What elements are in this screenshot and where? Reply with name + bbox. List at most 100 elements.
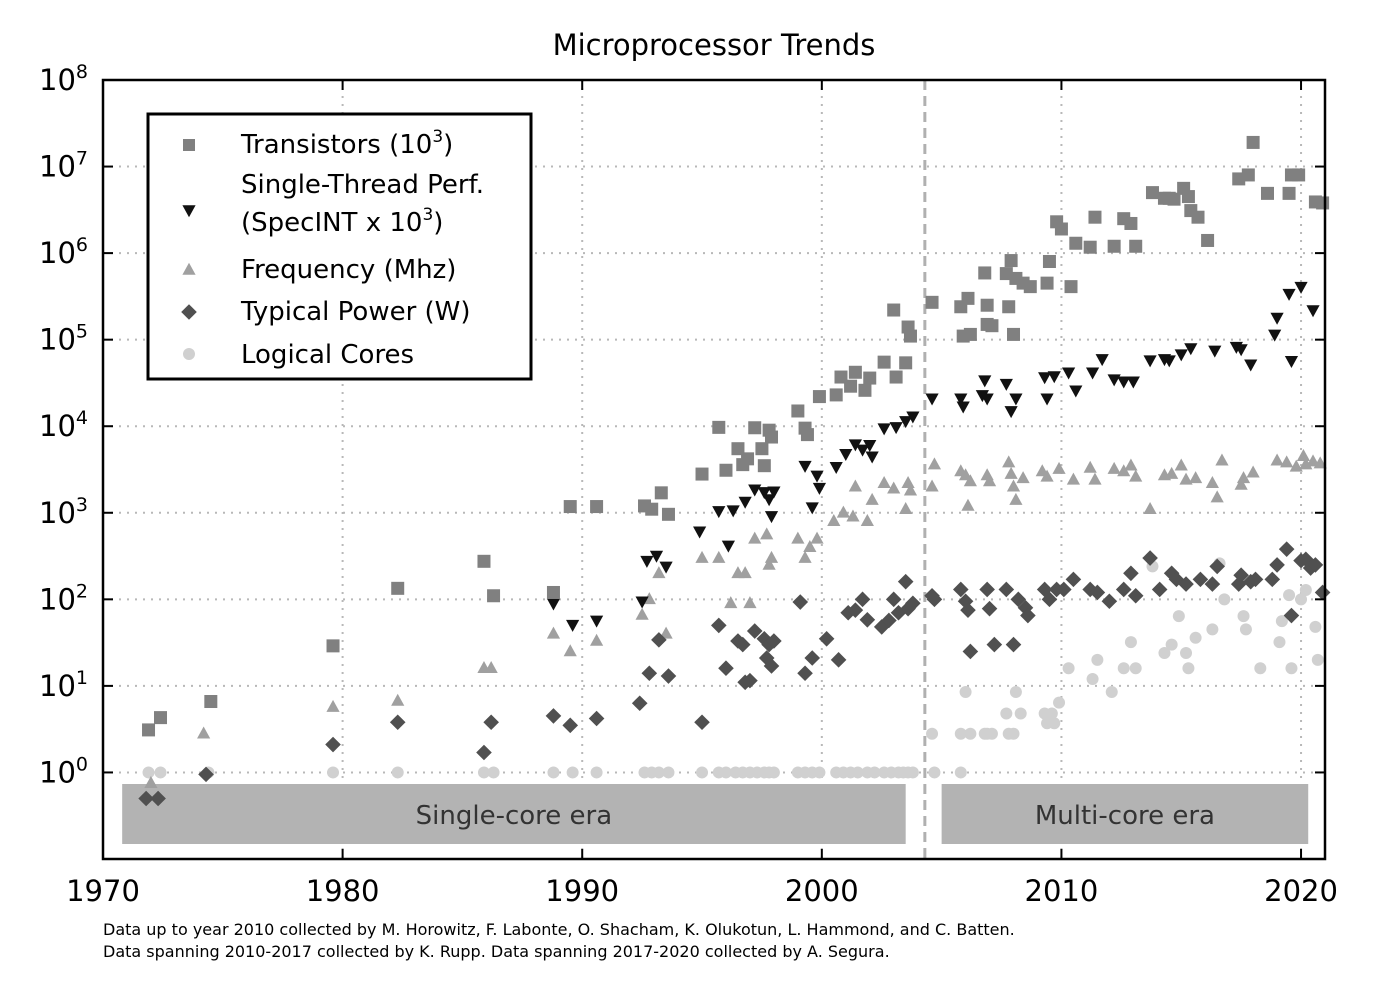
point (743, 596, 757, 609)
point (645, 502, 659, 516)
point (1268, 329, 1282, 342)
point (1273, 636, 1286, 649)
point (757, 487, 771, 500)
point (1201, 233, 1215, 247)
point (980, 298, 994, 312)
point (757, 459, 771, 473)
point (1126, 376, 1140, 389)
point (985, 319, 999, 333)
point (1007, 727, 1020, 740)
point (1278, 541, 1295, 557)
point (1107, 239, 1121, 253)
point (1247, 571, 1264, 588)
point (1091, 653, 1104, 666)
point (659, 626, 673, 639)
legend-marker-power (181, 304, 197, 320)
point (1062, 367, 1076, 380)
point (545, 708, 562, 724)
point (477, 554, 491, 568)
point (963, 474, 977, 487)
point (546, 598, 561, 611)
y-axis-ticks: 100 101 102 103 104 105 106 107 108 (39, 61, 1325, 789)
point (1002, 300, 1016, 314)
point (1295, 593, 1308, 606)
point (859, 612, 876, 628)
point (1167, 192, 1181, 206)
legend-marker-cores (183, 348, 195, 360)
legend-label-power: Typical Power (W) (240, 297, 471, 327)
point (746, 623, 763, 639)
point (881, 612, 897, 629)
series-2 (144, 449, 1327, 789)
point (827, 513, 841, 526)
point (694, 714, 710, 731)
y-tick-label: 106 (39, 234, 88, 270)
point (905, 595, 921, 612)
point (854, 591, 871, 608)
point (546, 585, 560, 599)
point (326, 639, 340, 653)
point (695, 467, 709, 481)
point (1143, 355, 1157, 368)
point (1237, 610, 1250, 623)
point (640, 555, 654, 568)
point (810, 531, 824, 544)
legend-marker-single-thread (182, 205, 196, 218)
point (766, 633, 782, 649)
point (1023, 280, 1037, 294)
point (962, 643, 979, 660)
point (1309, 620, 1322, 633)
point (926, 727, 939, 740)
legend-marker-frequency (182, 262, 196, 275)
point (483, 714, 499, 731)
point (791, 404, 805, 418)
point (1299, 584, 1312, 597)
point (631, 695, 648, 712)
point (1004, 466, 1018, 479)
point (863, 371, 877, 385)
point (767, 486, 781, 499)
point (1016, 471, 1030, 484)
point (1205, 475, 1219, 488)
point (1313, 456, 1327, 469)
point (204, 695, 218, 709)
point (487, 766, 500, 779)
point (1005, 636, 1022, 653)
point (1053, 696, 1066, 709)
point (1002, 455, 1016, 468)
point (956, 401, 970, 414)
point (1088, 210, 1102, 224)
y-tick-label: 108 (39, 61, 88, 97)
era-label-1: Multi-core era (1035, 801, 1215, 831)
point (760, 527, 774, 540)
point (731, 442, 745, 456)
point (848, 479, 862, 492)
point (829, 388, 843, 402)
point (142, 766, 155, 779)
point (899, 356, 913, 370)
point (1085, 367, 1100, 380)
point (726, 505, 740, 518)
point (1254, 662, 1267, 675)
point (748, 531, 762, 544)
point (649, 550, 664, 563)
point (154, 766, 167, 779)
point (1270, 453, 1284, 466)
point (839, 449, 853, 462)
point (1208, 345, 1222, 358)
point (1083, 460, 1097, 473)
point (865, 492, 879, 505)
x-tick-label: 2020 (1264, 874, 1338, 908)
point (1062, 662, 1075, 675)
point (954, 393, 968, 406)
point (1115, 581, 1132, 598)
point (1215, 453, 1229, 466)
point (1264, 571, 1281, 588)
point (901, 475, 915, 488)
point (662, 766, 675, 779)
point (1145, 186, 1159, 200)
point (858, 383, 872, 397)
point (197, 726, 211, 739)
point (487, 589, 501, 603)
legend-label-single-thread-line1: Single-Thread Perf. (241, 170, 484, 200)
